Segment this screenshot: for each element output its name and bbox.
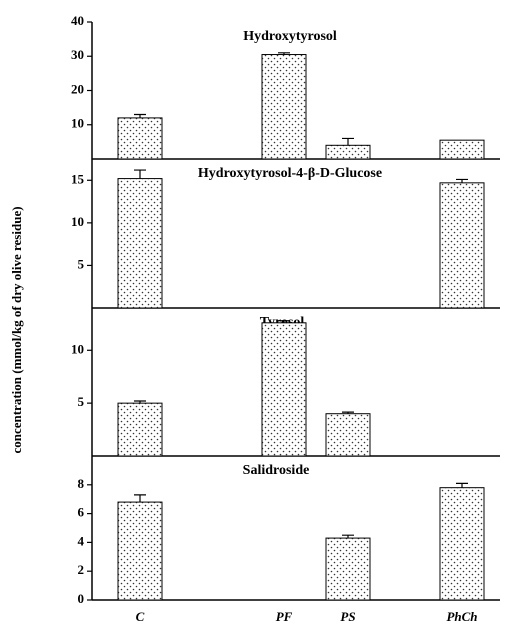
bar	[325, 413, 371, 457]
error-bar	[278, 320, 290, 323]
error-bar	[134, 494, 146, 503]
bar	[117, 501, 163, 601]
error-bar	[134, 400, 146, 404]
y-tick-label: 0	[78, 591, 85, 606]
error-bar	[342, 137, 354, 146]
y-tick-label: 5	[78, 394, 85, 409]
y-tick-label: 6	[78, 505, 85, 520]
x-tick-label: PhCh	[446, 609, 477, 624]
panel-title: Salidroside	[243, 463, 310, 478]
x-tick-label: PS	[340, 609, 355, 624]
error-bar	[342, 534, 354, 539]
y-tick-label: 15	[71, 171, 85, 186]
y-tick-label: 10	[71, 116, 84, 131]
bar	[439, 139, 485, 160]
error-bar	[342, 411, 354, 414]
bar	[261, 54, 307, 160]
bar	[325, 537, 371, 601]
bar	[117, 402, 163, 457]
y-tick-label: 2	[78, 562, 85, 577]
bar	[117, 117, 163, 160]
bar	[117, 178, 163, 309]
y-tick-label: 40	[71, 13, 84, 28]
bar	[439, 182, 485, 309]
x-tick-label: PF	[276, 609, 293, 624]
y-axis-label: concentration (mmol/kg of dry olive resi…	[9, 206, 24, 453]
y-tick-label: 8	[78, 476, 85, 491]
bar	[325, 144, 371, 160]
x-tick-label: C	[136, 609, 145, 624]
error-bar	[456, 482, 468, 488]
bar	[439, 487, 485, 601]
bar	[261, 322, 307, 457]
y-tick-label: 10	[71, 214, 84, 229]
y-tick-label: 20	[71, 81, 84, 96]
y-tick-label: 5	[78, 256, 85, 271]
error-bar	[134, 113, 146, 118]
panel-title: Hydroxytyrosol	[243, 29, 337, 44]
error-bar	[278, 52, 290, 55]
y-tick-label: 4	[78, 533, 85, 548]
y-tick-label: 10	[71, 341, 84, 356]
error-bar	[134, 169, 146, 179]
panel-title: Hydroxytyrosol-4-β-D-Glucose	[198, 166, 382, 181]
y-tick-label: 30	[71, 47, 84, 62]
error-bar	[456, 178, 468, 183]
